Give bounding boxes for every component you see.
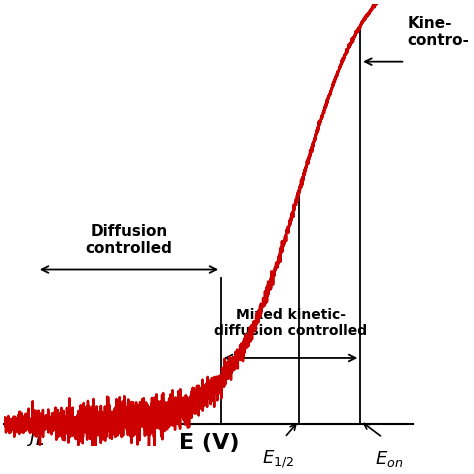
Text: $E_{\mathregular{on}}$: $E_{\mathregular{on}}$ bbox=[375, 448, 403, 469]
Text: Mixed kinetic-
diffusion controlled: Mixed kinetic- diffusion controlled bbox=[214, 308, 367, 338]
Text: Diffusion
controlled: Diffusion controlled bbox=[86, 224, 173, 256]
Text: $J_{\mathregular{L}}$: $J_{\mathregular{L}}$ bbox=[27, 427, 44, 447]
Text: $E_{1/2}$: $E_{1/2}$ bbox=[263, 448, 294, 470]
Text: Kine-
contro-: Kine- contro- bbox=[407, 16, 469, 48]
X-axis label: E (V): E (V) bbox=[179, 433, 239, 453]
